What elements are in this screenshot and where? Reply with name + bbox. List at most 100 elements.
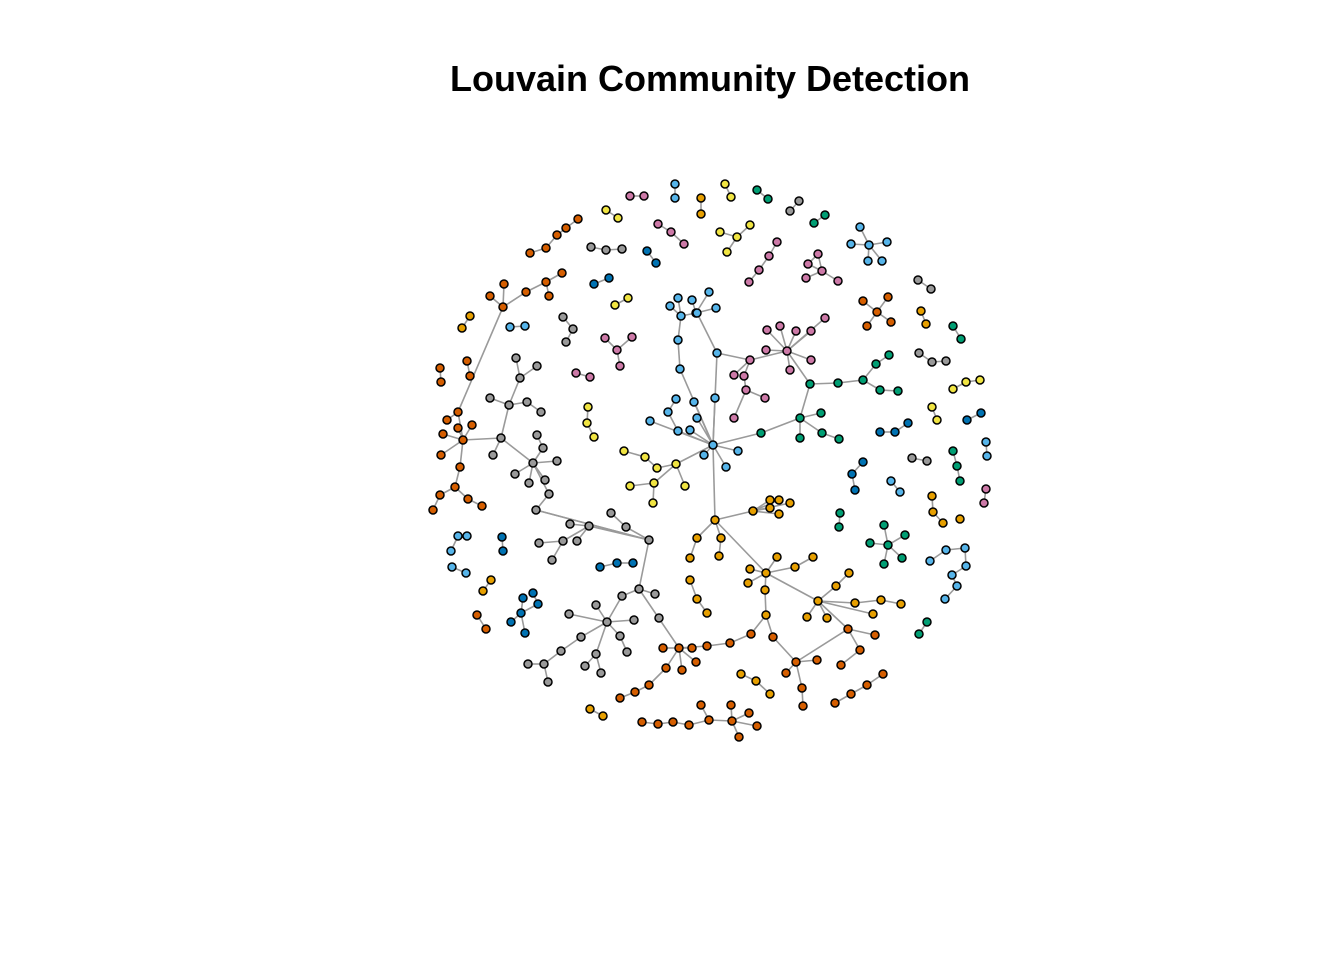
network-node xyxy=(882,237,892,247)
network-node xyxy=(520,321,530,331)
network-edge xyxy=(457,306,504,413)
network-edge xyxy=(712,432,762,446)
network-node xyxy=(927,491,937,501)
network-node xyxy=(927,357,937,367)
network-node xyxy=(600,333,610,343)
network-node xyxy=(835,508,845,518)
network-node xyxy=(696,700,706,710)
network-node xyxy=(595,562,605,572)
network-edge xyxy=(733,389,747,419)
network-node xyxy=(640,452,650,462)
network-node xyxy=(981,437,991,447)
network-node xyxy=(615,361,625,371)
network-node xyxy=(447,562,457,572)
network-node xyxy=(781,668,791,678)
network-node xyxy=(676,311,686,321)
network-node xyxy=(498,546,508,556)
network-node xyxy=(850,598,860,608)
network-edge xyxy=(786,350,811,385)
network-node xyxy=(644,535,654,545)
network-node xyxy=(639,191,649,201)
network-edge xyxy=(799,383,811,419)
network-node xyxy=(637,717,647,727)
network-node xyxy=(725,638,735,648)
network-node xyxy=(596,668,606,678)
network-node xyxy=(601,245,611,255)
network-node xyxy=(916,306,926,316)
network-node xyxy=(879,559,889,569)
network-node xyxy=(893,386,903,396)
network-node xyxy=(564,609,574,619)
network-node xyxy=(872,307,882,317)
network-node xyxy=(817,266,827,276)
network-node xyxy=(812,655,822,665)
network-node xyxy=(864,240,874,250)
network-node xyxy=(744,277,754,287)
network-node xyxy=(809,218,819,228)
network-node xyxy=(532,361,542,371)
network-node xyxy=(813,249,823,259)
network-node xyxy=(948,446,958,456)
network-node xyxy=(765,689,775,699)
network-node xyxy=(561,223,571,233)
network-node xyxy=(947,570,957,580)
network-node xyxy=(876,595,886,605)
network-node xyxy=(883,292,893,302)
network-node xyxy=(523,659,533,669)
network-node xyxy=(721,462,731,472)
network-node xyxy=(576,632,586,642)
network-node xyxy=(890,427,900,437)
network-node xyxy=(722,247,732,257)
network-node xyxy=(844,568,854,578)
network-node xyxy=(785,498,795,508)
network-node xyxy=(846,239,856,249)
network-node xyxy=(584,521,594,531)
network-node xyxy=(525,248,535,258)
network-node xyxy=(878,669,888,679)
network-node xyxy=(808,552,818,562)
network-node xyxy=(875,385,885,395)
network-edge xyxy=(760,417,801,434)
network-node xyxy=(862,680,872,690)
network-node xyxy=(726,700,736,710)
network-node xyxy=(645,416,655,426)
network-node xyxy=(772,237,782,247)
network-node xyxy=(499,279,509,289)
network-node xyxy=(692,413,702,423)
network-node xyxy=(765,503,775,513)
network-node xyxy=(886,317,896,327)
network-node xyxy=(702,641,712,651)
network-node xyxy=(436,377,446,387)
network-edge xyxy=(580,621,608,638)
network-node xyxy=(648,498,658,508)
network-node xyxy=(855,645,865,655)
network-node xyxy=(734,732,744,742)
network-node xyxy=(653,219,663,229)
network-node xyxy=(716,533,726,543)
network-node xyxy=(462,531,472,541)
network-node xyxy=(580,661,590,671)
network-node xyxy=(589,279,599,289)
network-node xyxy=(745,355,755,365)
network-node xyxy=(955,476,965,486)
network-node xyxy=(458,435,468,445)
network-node xyxy=(760,585,770,595)
network-node xyxy=(831,581,841,591)
network-edge xyxy=(696,312,718,354)
network-node xyxy=(653,719,663,729)
network-node xyxy=(435,363,445,373)
network-node xyxy=(868,609,878,619)
network-node xyxy=(673,335,683,345)
network-node xyxy=(941,356,951,366)
network-node xyxy=(870,630,880,640)
network-edge xyxy=(679,368,714,446)
network-node xyxy=(858,457,868,467)
network-node xyxy=(704,715,714,725)
network-node xyxy=(602,617,612,627)
network-node xyxy=(521,287,531,297)
network-node xyxy=(801,273,811,283)
network-node xyxy=(504,400,514,410)
network-node xyxy=(922,617,932,627)
network-node xyxy=(528,458,538,468)
network-node xyxy=(834,434,844,444)
